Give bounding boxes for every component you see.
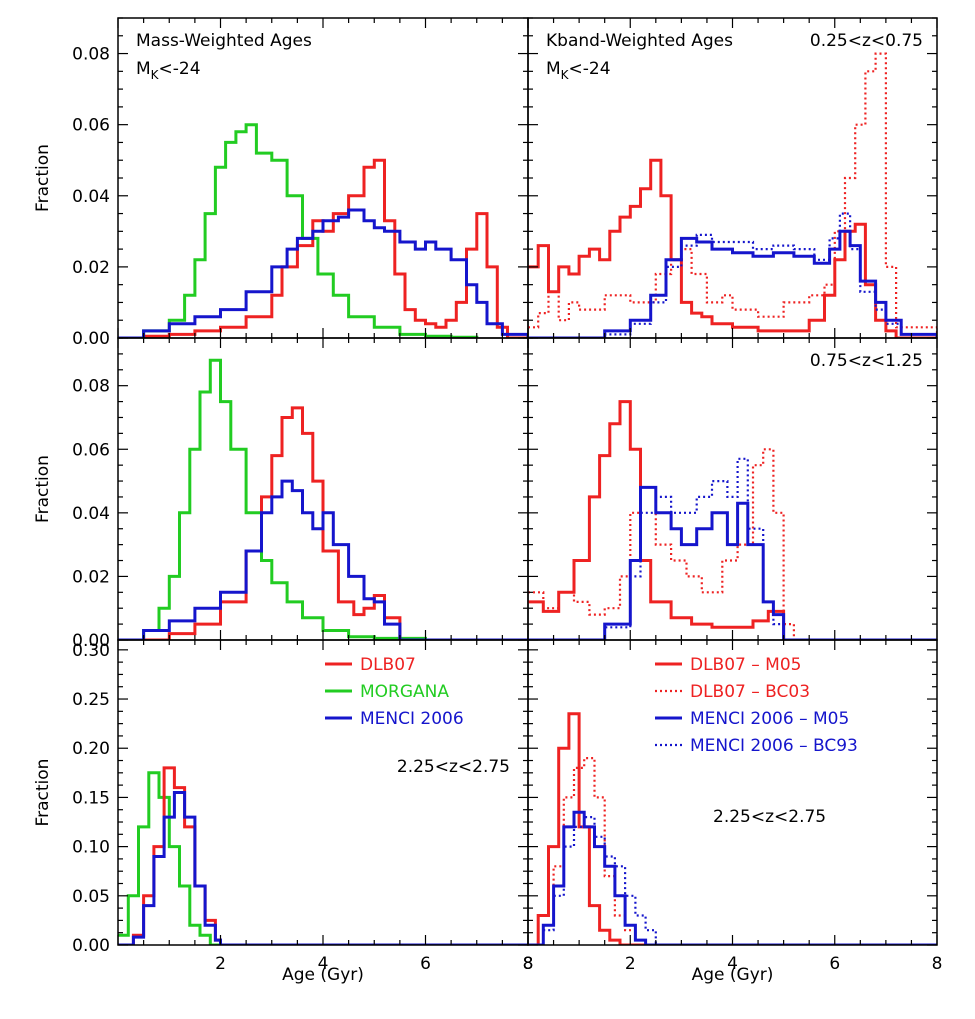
series-line-menci-solid [528, 810, 937, 945]
series-line-menci-solid [528, 229, 937, 338]
y-axis-title: Fraction [33, 759, 53, 827]
legend-label: DLB07 – BC03 [690, 682, 810, 702]
series-line-dlb07-solid [528, 400, 937, 640]
y-axis-title: Fraction [33, 144, 53, 212]
y-tick-label: 0.04 [72, 187, 110, 207]
x-tick-label: 2 [625, 954, 636, 974]
series-group [118, 766, 528, 945]
panel-title: Mass-Weighted Ages [136, 31, 312, 51]
redshift-label: 0.25<z<0.75 [810, 31, 923, 51]
x-tick-label: 4 [727, 954, 738, 974]
legend-label: MENCI 2006 [360, 709, 464, 729]
magnitude-cut: MK<-24 [136, 59, 201, 82]
y-axis-title: Fraction [33, 455, 53, 523]
legend: DLB07 – M05 DLB07 – BC03 MENCI 2006 – M05 M… [655, 655, 858, 756]
redshift-label: 2.25<z<2.75 [397, 757, 510, 777]
redshift-label: 0.75<z<1.25 [810, 351, 923, 371]
magnitude-cut: MK<-24 [546, 59, 611, 82]
y-tick-label: 0.25 [72, 690, 110, 710]
panel-top-left: 0.00 0.02 0.04 0.06 0.08 Fraction Mass-Weighte… [33, 17, 529, 349]
series-line-dlb07-solid [528, 712, 937, 945]
y-tick-label: 0.08 [72, 45, 110, 65]
y-tick-label: 0.30 [72, 641, 110, 661]
panel-top-right: Kband-Weighted Ages MK<-24 0.25<z<0.75 [527, 17, 938, 339]
legend-label: DLB07 – M05 [690, 655, 801, 675]
panel-middle-right: 0.75<z<1.25 [527, 337, 938, 641]
y-tick-label: 0.04 [72, 504, 110, 524]
y-tick-label: 0.06 [72, 440, 110, 460]
series-line-morgana-solid [118, 123, 479, 338]
panel-frame [527, 337, 938, 641]
y-tick-label: 0.20 [72, 739, 110, 759]
series-group [118, 123, 528, 338]
legend-label: DLB07 [360, 655, 416, 675]
series-line-menci-solid [118, 208, 528, 338]
y-tick-label: 0.06 [72, 116, 110, 136]
y-tick-label: 0.00 [72, 936, 110, 956]
y-tick-label: 0.00 [72, 329, 110, 349]
x-tick-label: 2 [215, 954, 226, 974]
legend-label: MORGANA [360, 682, 449, 702]
series-line-menci-solid [118, 479, 528, 640]
x-tick-label: 8 [523, 954, 534, 974]
y-tick-label: 0.05 [72, 887, 110, 907]
legend: DLB07 MORGANA MENCI 2006 [325, 655, 464, 729]
y-tick-label: 0.15 [72, 788, 110, 808]
series-line-dlb07-dotted [528, 448, 937, 640]
series-line-morgana-solid [118, 358, 528, 640]
series-line-menci-dotted [528, 457, 937, 640]
panel-title: Kband-Weighted Ages [546, 31, 733, 51]
x-axis-title: Age (Gyr) [692, 965, 774, 985]
y-tick-label: 0.02 [72, 567, 110, 587]
legend-label: MENCI 2006 – M05 [690, 709, 849, 729]
x-tick-label: 4 [318, 954, 329, 974]
series-line-menci-dotted [528, 212, 937, 338]
y-tick-label: 0.02 [72, 258, 110, 278]
series-line-dlb07-solid [528, 158, 937, 338]
x-axis-title: Age (Gyr) [282, 965, 364, 985]
series-group [118, 358, 528, 640]
series-group [528, 52, 937, 338]
x-tick-label: 6 [420, 954, 431, 974]
x-tick-label: 8 [932, 954, 943, 974]
series-line-morgana-solid [118, 771, 528, 945]
series-line-menci-dotted [528, 816, 937, 945]
y-tick-label: 0.10 [72, 838, 110, 858]
series-group [528, 712, 937, 945]
series-line-menci-solid [118, 791, 528, 945]
series-group [528, 400, 937, 640]
x-tick-label: 6 [829, 954, 840, 974]
panel-bottom-left: 0.00 0.05 0.10 0.15 0.20 0.25 0.30 2 4 6 8 Age (Gyr… [33, 639, 534, 985]
redshift-label: 2.25<z<2.75 [713, 807, 826, 827]
series-line-dlb07-solid [118, 158, 528, 338]
series-line-menci-solid [528, 485, 937, 640]
x-tick-label: 8 [523, 954, 534, 974]
panel-middle-left: 0.00 0.02 0.04 0.06 0.08 Fraction [33, 337, 529, 651]
y-tick-label: 0.00 [72, 631, 110, 651]
y-tick-label: 0.08 [72, 377, 110, 397]
legend-label: MENCI 2006 – BC93 [690, 736, 858, 756]
